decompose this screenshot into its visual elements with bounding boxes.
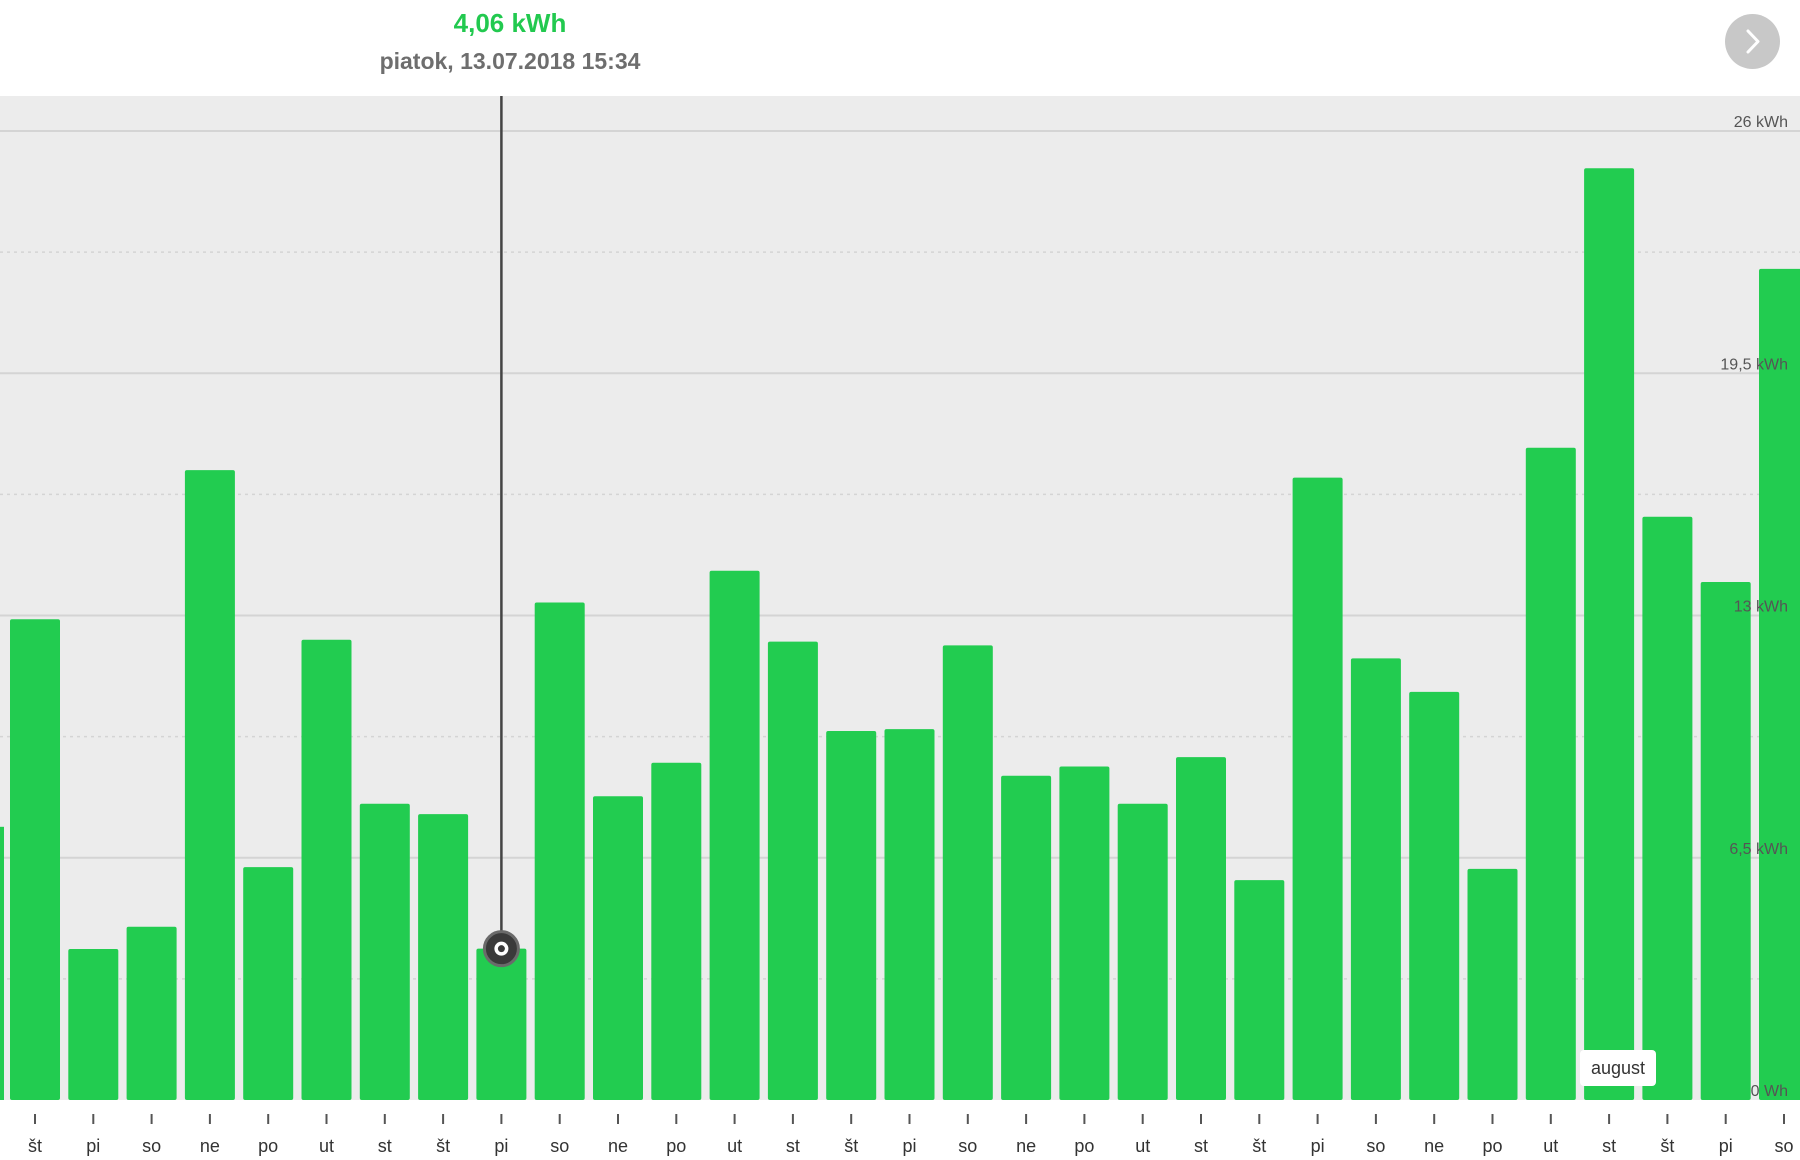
bar[interactable]	[1642, 516, 1693, 1100]
bar[interactable]	[1059, 766, 1110, 1100]
bar[interactable]	[1117, 803, 1168, 1100]
bar[interactable]	[1350, 658, 1401, 1100]
bar[interactable]	[709, 570, 760, 1100]
y-tick-label: 13 kWh	[1734, 599, 1788, 616]
x-tick-label: ut	[319, 1136, 334, 1156]
chevron-right-icon	[1746, 29, 1760, 54]
y-tick-label: 26 kWh	[1734, 114, 1788, 131]
bar[interactable]	[301, 639, 352, 1100]
x-tick-label: st	[1602, 1136, 1616, 1156]
bar[interactable]	[243, 867, 294, 1100]
x-tick-label: pi	[1311, 1136, 1325, 1156]
bar[interactable]	[767, 641, 818, 1100]
selected-value: 4,06 kWh	[453, 8, 567, 38]
bar[interactable]	[1176, 757, 1226, 1100]
x-tick-label: so	[958, 1136, 977, 1156]
y-tick-label: 0 Wh	[1751, 1083, 1788, 1100]
y-tick-label: 6,5 kWh	[1729, 841, 1788, 858]
bar[interactable]	[1234, 880, 1285, 1100]
bar-partial[interactable]	[0, 826, 4, 1100]
bar[interactable]	[476, 948, 527, 1100]
x-tick-label: št	[1660, 1136, 1674, 1156]
bar[interactable]	[1292, 477, 1343, 1100]
x-tick-label: ut	[1135, 1136, 1150, 1156]
bar[interactable]	[126, 926, 177, 1100]
bar[interactable]	[1467, 868, 1518, 1100]
x-tick-label: pi	[902, 1136, 916, 1156]
bar[interactable]	[651, 762, 702, 1100]
x-tick-label: št	[28, 1136, 42, 1156]
bar[interactable]	[942, 645, 993, 1100]
y-tick-label: 19,5 kWh	[1720, 356, 1788, 373]
x-tick-label: so	[1366, 1136, 1385, 1156]
bar[interactable]	[534, 602, 585, 1100]
bar[interactable]	[10, 619, 60, 1100]
bar[interactable]	[1001, 775, 1052, 1100]
x-tick-label: ne	[1424, 1136, 1444, 1156]
x-tick-label: št	[436, 1136, 450, 1156]
x-tick-label: pi	[86, 1136, 100, 1156]
x-tick-label: št	[1252, 1136, 1266, 1156]
bar[interactable]	[359, 803, 410, 1100]
x-tick-label: ne	[200, 1136, 220, 1156]
x-tick-label: so	[550, 1136, 569, 1156]
selected-timestamp: piatok, 13.07.2018 15:34	[379, 48, 641, 74]
x-tick-label: so	[1774, 1136, 1793, 1156]
x-tick-label: so	[142, 1136, 161, 1156]
bar[interactable]	[1759, 268, 1800, 1100]
x-tick-label: po	[1482, 1136, 1502, 1156]
x-tick-label: pi	[494, 1136, 508, 1156]
x-tick-label: po	[1074, 1136, 1094, 1156]
x-tick-label: ut	[1543, 1136, 1558, 1156]
chart-header: 4,06 kWh piatok, 13.07.2018 15:34	[0, 0, 1800, 96]
bar[interactable]	[1525, 447, 1576, 1100]
x-tick-label: št	[844, 1136, 858, 1156]
month-label-box	[1580, 1050, 1656, 1086]
x-tick-label: ne	[608, 1136, 628, 1156]
month-label: august	[1591, 1058, 1645, 1078]
bar[interactable]	[68, 949, 119, 1100]
x-tick-label: st	[1194, 1136, 1208, 1156]
x-tick-label: ne	[1016, 1136, 1036, 1156]
selection-marker-dot	[497, 945, 505, 953]
x-tick-label: st	[378, 1136, 392, 1156]
bar[interactable]	[1584, 168, 1635, 1100]
bar[interactable]	[1700, 581, 1751, 1100]
bar[interactable]	[418, 814, 469, 1100]
bar[interactable]	[884, 729, 935, 1100]
x-tick-label: st	[786, 1136, 800, 1156]
bar[interactable]	[1409, 691, 1460, 1100]
x-tick-label: ut	[727, 1136, 742, 1156]
bar[interactable]	[184, 470, 235, 1100]
x-tick-label: po	[666, 1136, 686, 1156]
bar[interactable]	[826, 731, 877, 1100]
x-tick-label: po	[258, 1136, 278, 1156]
bar[interactable]	[593, 796, 643, 1100]
next-period-button[interactable]	[1725, 14, 1780, 69]
x-tick-label: pi	[1719, 1136, 1733, 1156]
